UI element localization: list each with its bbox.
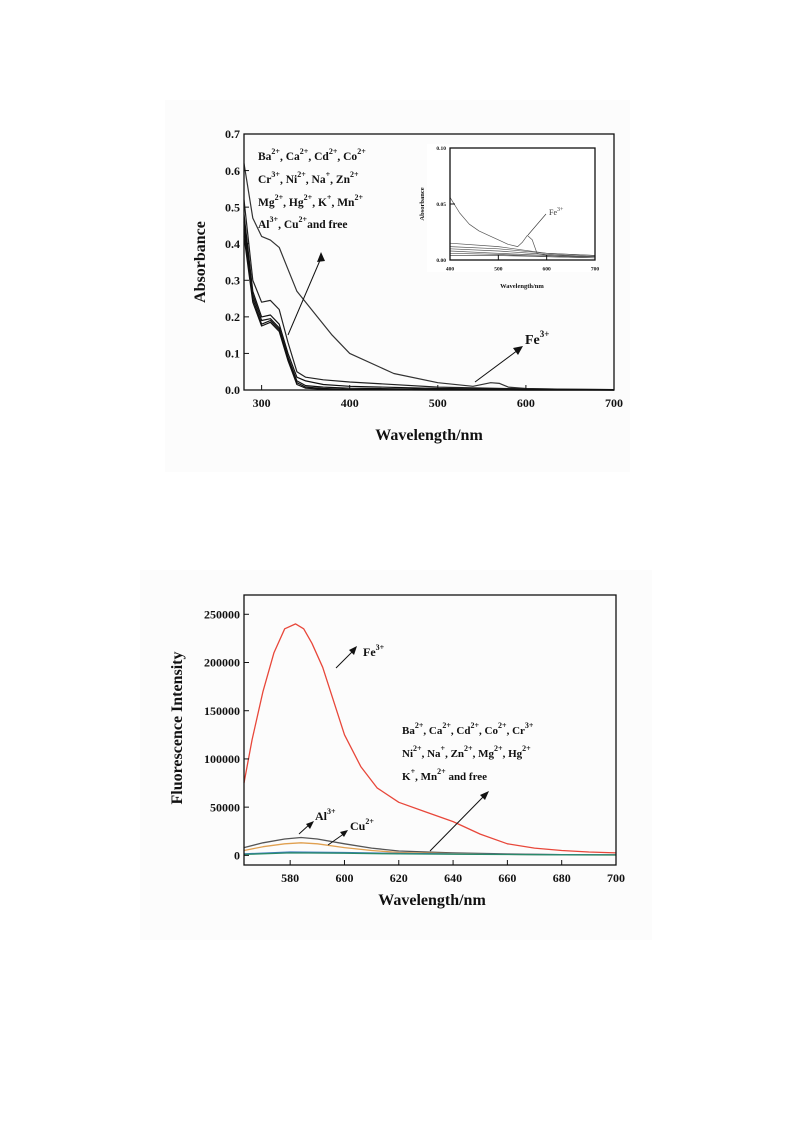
- inset-x-axis-label: Wavelength/nm: [500, 283, 544, 290]
- inset-series-3: [449, 248, 596, 257]
- inset-series-2: [449, 246, 596, 256]
- absorbance-y-tick-label: 0.5: [225, 200, 240, 214]
- fluorescence-x-tick-label: 580: [281, 871, 299, 885]
- fluor-al3-annotation: Al3+: [315, 807, 336, 823]
- fluor-cu2-arrow-line: [327, 832, 346, 846]
- svg-text:K+, Mn2+ and free: K+, Mn2+ and free: [402, 767, 487, 783]
- absorbance-x-tick-label: 400: [341, 396, 359, 410]
- fluorescence-ticks: 580 600 620 640 660 680 700 0 50000 100000 150000 2…: [204, 607, 625, 885]
- inset-background: [427, 144, 597, 272]
- absorbance-series-group: [243, 163, 615, 391]
- fluorescence-y-axis-label: Fluorescence Intensity: [169, 651, 186, 804]
- fluor-fe3-arrow-line: [335, 649, 355, 669]
- absorbance-ion-list-annotation: Ba2+, Ca2+, Cd2+, Co2+ Cr3+, Ni2+, Na+, …: [258, 147, 366, 231]
- fe3-arrow-head: [513, 346, 523, 355]
- inset-series-0: [449, 197, 595, 257]
- inset-y-tick-label: 0.10: [436, 146, 446, 152]
- fe3-arrow-line: [474, 349, 519, 383]
- svg-text:Ba2+, Ca2+, Cd2+, Co2+, Cr3+: Ba2+, Ca2+, Cd2+, Co2+, Cr3+: [402, 721, 534, 737]
- fluorescence-chart-svg: 580 600 620 640 660 680 700 0 50000 100000 150000 2…: [169, 594, 625, 909]
- svg-text:Ba2+, Ca2+, Cd2+, Co2+: Ba2+, Ca2+, Cd2+, Co2+: [258, 147, 366, 163]
- svg-text:Mg2+, Hg2+, K+, Mn2+: Mg2+, Hg2+, K+, Mn2+: [258, 193, 363, 209]
- absorbance-x-tick-label: 700: [605, 396, 623, 410]
- absorbance-y-tick-label: 0.1: [225, 347, 240, 361]
- inset-fe3-arrow: [527, 213, 547, 236]
- inset-series-group: [449, 197, 596, 259]
- fluorescence-x-tick-label: 660: [498, 871, 516, 885]
- inset-x-tick-label: 600: [543, 267, 552, 273]
- absorbance-y-tick-label: 0.3: [225, 273, 240, 287]
- fluor-cu2-arrow-head: [340, 830, 348, 837]
- fluorescence-y-tick-label: 200000: [204, 656, 240, 670]
- inset-x-tick-label: 700: [591, 267, 600, 273]
- fluorescence-x-tick-label: 680: [553, 871, 571, 885]
- fluorescence-y-tick-label: 50000: [210, 800, 240, 814]
- fluor-ion-list-annotation: Ba2+, Ca2+, Cd2+, Co2+, Cr3+ Ni2+, Na+, …: [402, 721, 534, 783]
- absorbance-series-0: [243, 163, 615, 391]
- fluorescence-y-tick-label: 150000: [204, 704, 240, 718]
- inset-y-tick-label: 0.05: [436, 202, 446, 208]
- svg-text:Cr3+, Ni2+, Na+, Zn2+: Cr3+, Ni2+, Na+, Zn2+: [258, 170, 359, 186]
- fluorescence-x-tick-label: 640: [444, 871, 462, 885]
- fluorescence-y-tick-label: 0: [234, 849, 240, 863]
- fluor-cu2-annotation: Cu2+: [350, 817, 374, 833]
- inset-ticks: 400 500 600 700 0.00 0.05 0.10: [436, 146, 599, 273]
- fe3-annotation: Fe3+: [525, 329, 549, 348]
- absorbance-plot-frame: [243, 133, 615, 391]
- absorbance-y-tick-label: 0.2: [225, 310, 240, 324]
- absorbance-x-tick-label: 600: [517, 396, 535, 410]
- svg-text:Al3+, Cu2+and free: Al3+, Cu2+and free: [258, 215, 347, 231]
- fluorescence-x-tick-label: 600: [335, 871, 353, 885]
- inset-x-tick-label: 500: [494, 267, 503, 273]
- absorbance-y-tick-label: 0.6: [225, 164, 240, 178]
- fluorescence-x-axis-label: Wavelength/nm: [378, 892, 486, 909]
- absorbance-y-axis-label: Absorbance: [192, 221, 209, 303]
- absorbance-y-tick-label: 0.0: [225, 383, 240, 397]
- fluorescence-x-tick-label: 620: [390, 871, 408, 885]
- fluorescence-x-tick-label: 700: [607, 871, 625, 885]
- fluor-fe3-annotation: Fe3+: [363, 643, 385, 659]
- fluor-ion-list-arrow-head: [480, 791, 489, 800]
- fluorescence-series-4: [243, 852, 617, 856]
- absorbance-x-axis-label: Wavelength/nm: [375, 427, 483, 444]
- inset-series-4: [449, 250, 596, 257]
- inset-x-tick-label: 400: [446, 267, 455, 273]
- absorbance-y-tick-label: 0.7: [225, 127, 240, 141]
- ion-list-arrow-head: [317, 252, 325, 262]
- fluorescence-series-0: [243, 623, 617, 854]
- absorbance-x-tick-label: 300: [253, 396, 271, 410]
- absorbance-y-tick-label: 0.4: [225, 237, 240, 251]
- ion-list-arrow-line: [287, 257, 322, 336]
- inset-y-tick-label: 0.00: [436, 258, 446, 264]
- inset-fe3-label: Fe3+: [549, 207, 564, 217]
- inset-series-6: [450, 255, 596, 259]
- fluorescence-chart: 580 600 620 640 660 680 700 0 50000 100000 150000 2…: [140, 570, 652, 940]
- fluorescence-plot-frame: [243, 594, 617, 866]
- absorbance-chart-svg: 300 400 500 600 7000.00.10.20.30.40.50.60.7 …: [192, 127, 623, 444]
- svg-text:Ni2+, Na+, Zn2+, Mg2+, Hg2+: Ni2+, Na+, Zn2+, Mg2+, Hg2+: [402, 744, 531, 760]
- fluor-al3-arrow-head: [306, 821, 314, 829]
- inset-y-axis-label: Absorbance: [419, 187, 426, 220]
- fluorescence-series-group: [243, 623, 617, 856]
- fluorescence-y-tick-label: 250000: [204, 607, 240, 621]
- fluorescence-y-tick-label: 100000: [204, 752, 240, 766]
- fluor-fe3-arrow-head: [349, 646, 357, 655]
- absorbance-x-tick-label: 500: [429, 396, 447, 410]
- absorbance-inset: 400 500 600 700 0.00 0.05 0.10 Wavelength/nm A…: [419, 144, 599, 290]
- absorbance-ticks: 300 400 500 600 700 0.0 0.1 0.2 0.3 0.4 0.5 0.6 0.7: [225, 127, 623, 410]
- fluor-ion-list-arrow-line: [429, 795, 485, 852]
- absorbance-chart: 300 400 500 600 700 0.0 0.1 0.2 0.3 0.4 0.5 0.6 0.7 …: [165, 100, 630, 472]
